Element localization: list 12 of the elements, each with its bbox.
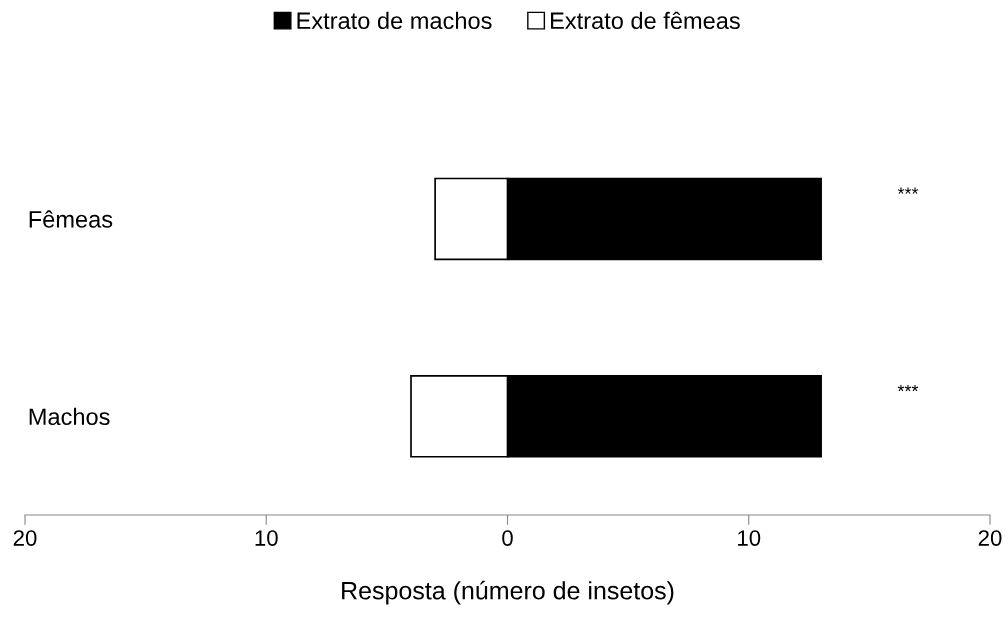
annotation: *** — [897, 187, 919, 194]
x-tick-label: 20 — [978, 530, 1002, 546]
x-tick-label: 0 — [502, 530, 513, 546]
annotation: *** — [897, 384, 919, 392]
y-tick-label: Machos — [29, 407, 110, 426]
x-tick-label: 20 — [13, 530, 37, 546]
x-tick-label: 10 — [255, 530, 278, 546]
legend-label: Extrato de machos — [297, 11, 492, 30]
legend-label: Extrato de fêmeas — [551, 11, 740, 30]
x-axis-title: Resposta (número de insetos) — [342, 580, 674, 605]
x-tick-label: 10 — [738, 530, 761, 546]
y-tick-label: Fêmeas — [29, 210, 113, 228]
